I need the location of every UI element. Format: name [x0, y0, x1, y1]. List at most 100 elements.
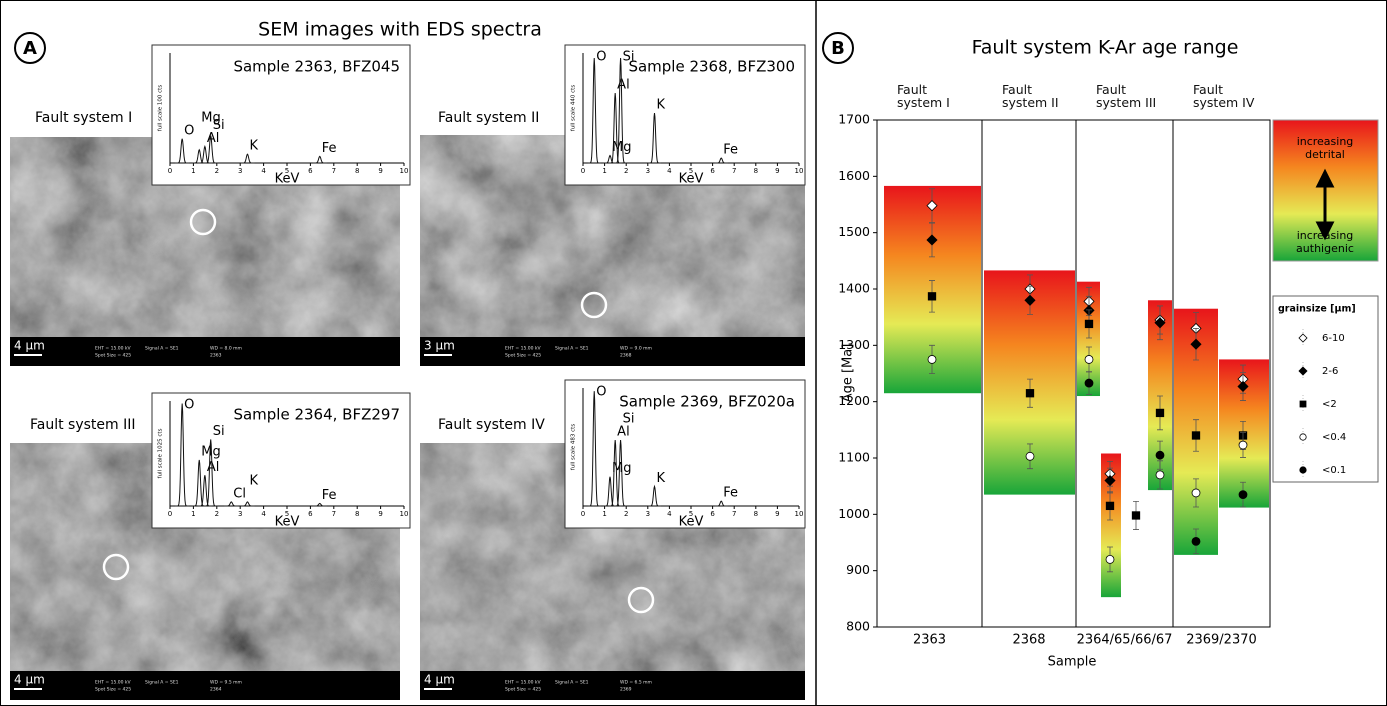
peak-label: Al — [617, 78, 630, 93]
spectrum-tick-label: 3 — [238, 510, 242, 518]
spectrum-tick-label: 1 — [191, 167, 195, 175]
data-point — [1300, 401, 1306, 407]
data-point — [1239, 491, 1247, 499]
spectrum-tick-label: 6 — [308, 510, 313, 518]
spectrum-tick-label: 8 — [355, 510, 359, 518]
peak-label: Al — [617, 425, 630, 440]
peak-label: Si — [213, 424, 225, 439]
figure: ASEM images with EDS spectraFault system… — [0, 0, 1387, 706]
panel-label: B — [831, 38, 845, 59]
spectrum-tick-label: 8 — [355, 167, 359, 175]
scalebar-label: 4 µm — [14, 673, 45, 687]
data-point — [1300, 467, 1306, 473]
data-point — [1192, 537, 1200, 545]
scalebar-label: 4 µm — [14, 339, 45, 353]
info-bar — [420, 671, 805, 700]
peak-label: K — [249, 139, 258, 154]
legend-box — [1273, 296, 1378, 482]
image-info: 2368 — [620, 353, 632, 359]
y-tick-label: 1000 — [838, 506, 870, 521]
panel-label: A — [23, 38, 37, 59]
image-info: EHT = 15.00 kV — [505, 346, 542, 352]
group-heading: Fault system IV — [1193, 83, 1259, 109]
spectrum-tick-label: 8 — [754, 167, 758, 175]
spectrum-tick-label: 4 — [261, 510, 266, 518]
spectrum-tick-label: 0 — [168, 510, 172, 518]
spectrum-tick-label: 4 — [667, 167, 672, 175]
peak-label: O — [184, 123, 194, 138]
group-heading: Fault system II — [1002, 83, 1068, 109]
data-point — [1132, 512, 1140, 519]
info-bar — [420, 337, 805, 366]
data-point — [1026, 452, 1034, 460]
peak-label: Si — [623, 50, 635, 65]
image-info: EHT = 15.00 kV — [95, 346, 132, 352]
spectrum-tick-label: 0 — [581, 510, 585, 518]
spectrum-tick-label: 1 — [191, 510, 195, 518]
spectrum-tick-label: 3 — [646, 510, 650, 518]
peak-label: O — [596, 385, 606, 400]
data-point — [1300, 434, 1306, 440]
spectrum-xlabel: KeV — [679, 515, 704, 530]
data-point — [1106, 555, 1114, 563]
spectrum-title: Sample 2363, BFZ045 — [233, 58, 400, 76]
y-tick-label: 1600 — [838, 168, 870, 183]
image-info: EHT = 15.00 kV — [505, 680, 542, 686]
image-heading: Fault system I — [35, 110, 132, 126]
spectrum-tick-label: 1 — [602, 510, 606, 518]
legend-label: <0.4 — [1322, 432, 1346, 443]
spectrum-tick-label: 6 — [710, 510, 715, 518]
spectrum-tick-label: 10 — [400, 510, 409, 518]
data-point — [1239, 441, 1247, 449]
image-info: Spot Size = 425 — [505, 687, 541, 693]
spectrum-tick-label: 4 — [261, 167, 266, 175]
image-info: WD = 6.5 mm — [620, 680, 652, 686]
image-info: Signal A = SE1 — [555, 680, 589, 686]
image-info: 2364 — [210, 687, 222, 693]
spectrum-tick-label: 0 — [581, 167, 585, 175]
image-info: Spot Size = 425 — [95, 687, 131, 693]
info-bar — [10, 671, 400, 700]
spectrum-tick-label: 4 — [667, 510, 672, 518]
data-point — [1192, 489, 1200, 497]
spectrum-title: Sample 2364, BFZ297 — [233, 406, 400, 424]
y-axis-label: Age [Ma] — [841, 344, 856, 403]
peak-label: K — [656, 98, 665, 113]
scalebar-label: 4 µm — [424, 673, 455, 687]
group-heading: Fault system III — [1096, 83, 1162, 109]
spectrum-xlabel: KeV — [679, 172, 704, 187]
peak-label: Fe — [322, 141, 337, 156]
y-tick-label: 1400 — [838, 281, 870, 296]
data-point — [1156, 451, 1164, 459]
data-point — [1106, 502, 1114, 510]
peak-label: O — [184, 398, 194, 413]
image-heading: Fault system III — [30, 417, 136, 433]
group-heading: Fault system I — [897, 83, 963, 109]
peak-label: Al — [207, 460, 220, 475]
data-point — [1085, 379, 1093, 387]
spectrum-tick-label: 10 — [795, 167, 804, 175]
spectrum-xlabel: KeV — [275, 172, 300, 187]
peak-label: Si — [623, 412, 635, 427]
spectrum-xlabel: KeV — [275, 515, 300, 530]
spectrum-tick-label: 7 — [732, 167, 736, 175]
figure-canvas: ASEM images with EDS spectraFault system… — [0, 0, 1387, 706]
spectrum-tick-label: 1 — [602, 167, 606, 175]
spectrum-tick-label: 9 — [775, 167, 779, 175]
y-tick-label: 900 — [846, 562, 870, 577]
scalebar-label: 3 µm — [424, 339, 455, 353]
image-info: Signal A = SE1 — [555, 346, 589, 352]
spectrum-scale: full scale 100 cts — [158, 85, 164, 132]
image-info: Signal A = SE1 — [145, 680, 179, 686]
x-tick-label: 2369/2370 — [1186, 633, 1257, 648]
spectrum-tick-label: 6 — [308, 167, 313, 175]
chart-title: Fault system K-Ar age range — [972, 37, 1239, 59]
spectrum-tick-label: 2 — [624, 167, 628, 175]
image-info: Spot Size = 425 — [505, 353, 541, 359]
x-tick-label: 2368 — [1012, 633, 1045, 648]
spectrum-tick-label: 9 — [378, 167, 382, 175]
image-info: EHT = 15.00 kV — [95, 680, 132, 686]
spectrum-tick-label: 2 — [215, 167, 219, 175]
x-tick-label: 2364/65/66/67 — [1077, 633, 1173, 648]
data-point — [1156, 471, 1164, 479]
